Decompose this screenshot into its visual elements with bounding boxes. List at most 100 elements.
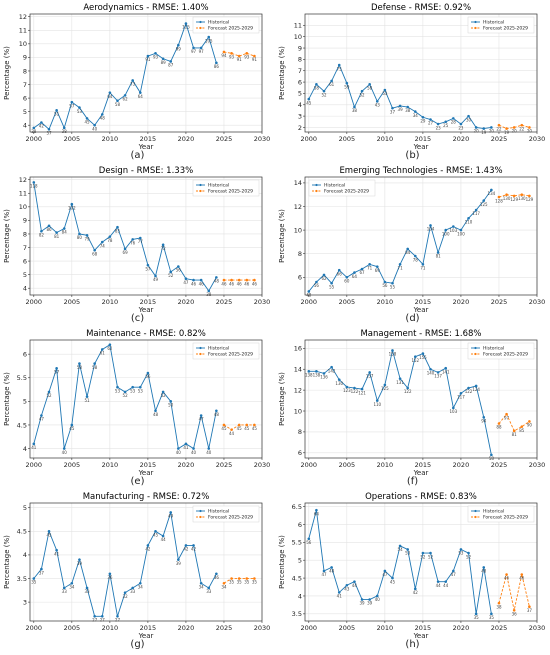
legend-label: Forecast 2025-2029 bbox=[208, 515, 253, 521]
historical-point bbox=[482, 199, 486, 202]
data-label: 53 bbox=[115, 388, 121, 393]
historical-point bbox=[315, 83, 318, 86]
data-label: 25 bbox=[443, 123, 449, 128]
data-label: 35 bbox=[489, 615, 495, 620]
historical-point bbox=[383, 569, 387, 573]
forecast-point bbox=[512, 429, 516, 433]
data-label: 44 bbox=[443, 583, 449, 588]
historical-point bbox=[215, 276, 218, 279]
forecast-point bbox=[505, 127, 508, 130]
x-tick-label: 2030 bbox=[529, 135, 546, 143]
historical-point bbox=[398, 104, 402, 108]
data-label: 36 bbox=[107, 575, 113, 580]
historical-point bbox=[459, 548, 463, 551]
data-label: 49 bbox=[153, 277, 159, 282]
historical-point bbox=[330, 566, 333, 569]
x-tick-label: 2030 bbox=[529, 298, 546, 306]
data-label: 34 bbox=[199, 584, 205, 589]
y-axis-label: Percentage (%) bbox=[3, 372, 11, 426]
data-label: 27 bbox=[115, 617, 121, 622]
historical-point bbox=[32, 181, 36, 184]
y-tick-label: 4 bbox=[23, 285, 27, 293]
plot-frame bbox=[29, 13, 263, 133]
data-label: 46 bbox=[519, 576, 525, 581]
data-label: 44 bbox=[352, 583, 358, 588]
chart-panel: 6 8 10 12 14 16 2000 2005 2010 2015 2020 2025 2030 Ma… bbox=[275, 326, 550, 489]
legend-label: Historical bbox=[208, 509, 229, 515]
historical-point bbox=[146, 263, 150, 267]
historical-point bbox=[467, 386, 470, 390]
x-tick-label: 2025 bbox=[491, 461, 508, 469]
data-label: 110 bbox=[465, 220, 473, 225]
data-label: 88 bbox=[496, 425, 502, 430]
forecast-point bbox=[505, 193, 508, 196]
historical-point bbox=[70, 100, 74, 104]
y-tick-label: 8 bbox=[298, 56, 302, 64]
forecast-point bbox=[520, 123, 524, 127]
legend-label: Historical bbox=[208, 183, 229, 189]
data-label: 117 bbox=[457, 394, 465, 399]
historical-point bbox=[413, 587, 417, 591]
historical-point bbox=[490, 612, 493, 616]
x-tick-label: 2020 bbox=[178, 135, 195, 143]
data-label: 85 bbox=[519, 428, 525, 433]
data-label: 129 bbox=[510, 197, 518, 202]
data-label: 137 bbox=[366, 374, 374, 379]
data-label: 45 bbox=[390, 579, 396, 584]
data-label: 102 bbox=[68, 205, 76, 210]
data-label: 69 bbox=[123, 250, 129, 255]
data-label: 99 bbox=[176, 46, 182, 51]
y-tick-label: 4.5 bbox=[17, 421, 27, 429]
data-label: 39 bbox=[77, 561, 83, 566]
legend-box bbox=[467, 16, 535, 34]
historical-point bbox=[406, 105, 409, 109]
historical-point bbox=[452, 225, 455, 228]
x-tick-label: 2000 bbox=[26, 298, 43, 306]
data-label: 64 bbox=[352, 274, 358, 279]
data-label: 38 bbox=[405, 108, 411, 113]
data-label: 84 bbox=[405, 250, 411, 255]
historical-point bbox=[146, 544, 150, 547]
data-label: 48 bbox=[214, 279, 220, 284]
y-tick-label: 10 bbox=[19, 40, 27, 48]
data-label: 34 bbox=[413, 113, 419, 118]
historical-point bbox=[161, 243, 165, 247]
historical-point bbox=[383, 383, 387, 387]
historical-point bbox=[467, 217, 470, 220]
forecast-point bbox=[497, 422, 501, 425]
historical-point bbox=[474, 612, 478, 616]
x-tick-label: 2015 bbox=[415, 624, 432, 632]
data-label: 40 bbox=[176, 450, 182, 455]
data-label: 23 bbox=[436, 125, 442, 130]
y-tick-label: 6 bbox=[23, 94, 27, 102]
legend-label: Historical bbox=[483, 346, 504, 352]
historical-point bbox=[444, 580, 448, 583]
data-label: 57 bbox=[145, 266, 151, 271]
data-label: 122 bbox=[404, 389, 412, 394]
historical-point bbox=[368, 371, 371, 374]
chart-panel: 2 3 4 5 6 7 8 9 10 11 2000 2005 2010 2015 2020 2025 2030… bbox=[275, 0, 550, 163]
data-label: 19 bbox=[481, 130, 487, 135]
historical-point bbox=[70, 423, 74, 427]
historical-point bbox=[315, 370, 318, 373]
data-label: 81 bbox=[512, 432, 518, 437]
y-tick-label: 4 bbox=[298, 101, 302, 109]
historical-point bbox=[154, 530, 157, 533]
data-label: 58 bbox=[314, 86, 320, 91]
data-label: 40 bbox=[191, 450, 197, 455]
historical-point bbox=[207, 289, 211, 293]
historical-point bbox=[322, 273, 326, 277]
legend-box bbox=[467, 505, 535, 523]
historical-point bbox=[452, 406, 455, 410]
data-label: 94 bbox=[481, 418, 487, 423]
historical-point bbox=[360, 598, 364, 601]
data-label: 23 bbox=[458, 125, 464, 130]
historical-point bbox=[62, 586, 66, 590]
data-label: 39 bbox=[398, 107, 404, 112]
data-label: 66 bbox=[337, 271, 343, 276]
chart-svg: 6 8 10 12 14 2000 2005 2010 2015 2020 2025 2030 Emer… bbox=[278, 166, 546, 314]
data-label: 56 bbox=[314, 283, 320, 288]
historical-point bbox=[444, 120, 448, 124]
legend-label: Historical bbox=[483, 509, 504, 515]
x-tick-label: 2025 bbox=[216, 298, 233, 306]
